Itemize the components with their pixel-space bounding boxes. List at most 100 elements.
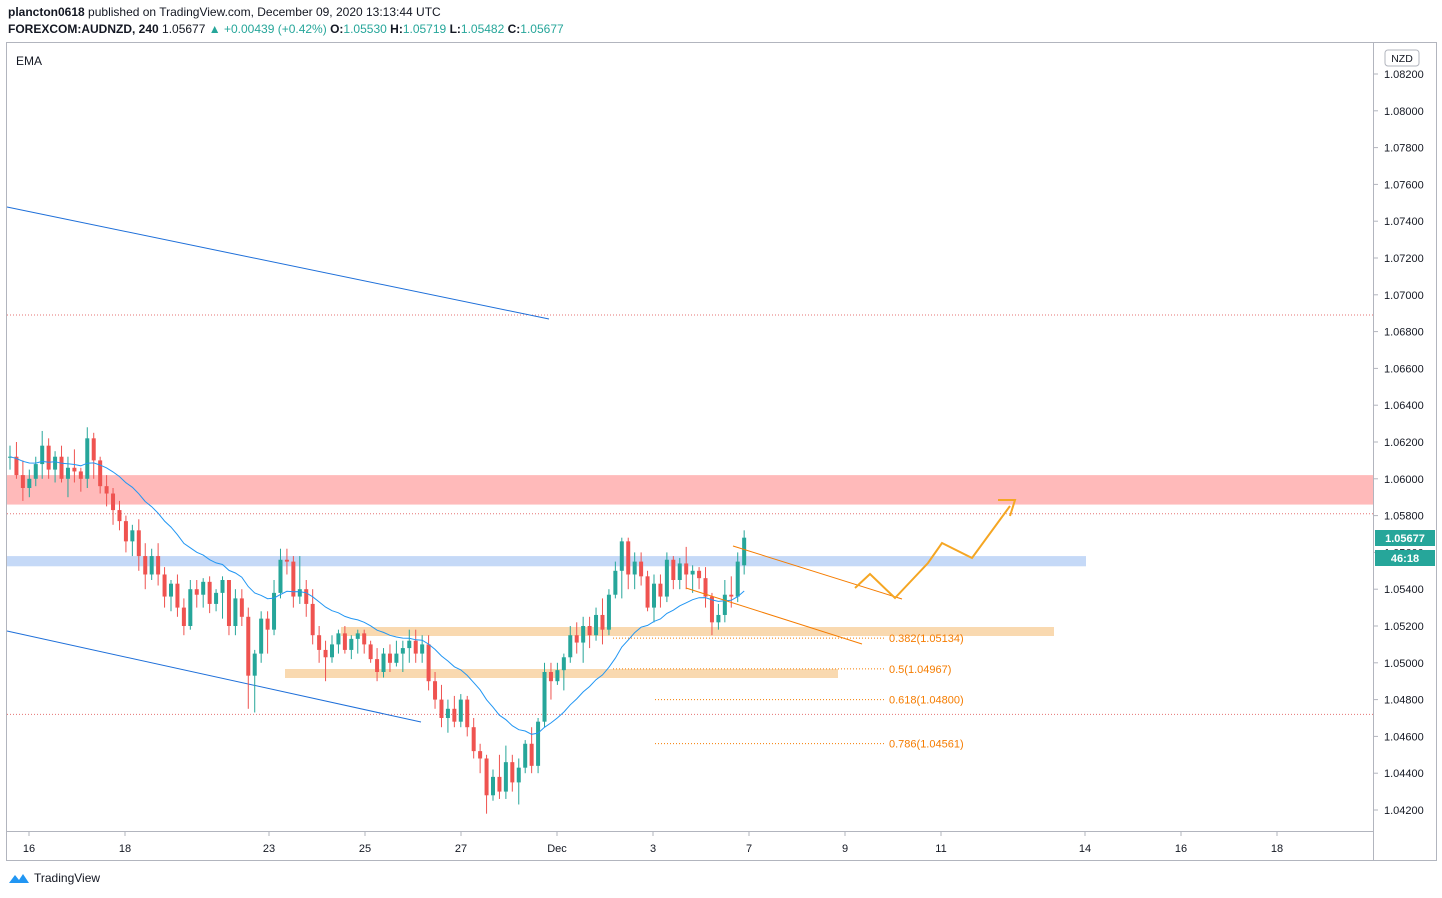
candle	[362, 633, 367, 645]
currency-badge: NZD	[1391, 53, 1413, 65]
candle	[188, 589, 193, 626]
candle	[143, 556, 148, 575]
price-axis-label: 1.07600	[1384, 179, 1424, 191]
candle	[98, 460, 103, 487]
candle	[304, 589, 309, 604]
candle	[78, 471, 83, 479]
high-value: 1.05719	[402, 22, 447, 36]
candle	[445, 708, 450, 718]
projection-path	[854, 505, 1011, 600]
candle	[207, 581, 212, 604]
candle	[169, 583, 173, 597]
candle	[201, 581, 206, 595]
indicator-label[interactable]: EMA	[16, 54, 42, 68]
time-axis-label: 23	[263, 843, 275, 855]
candle	[214, 592, 219, 604]
price-axis-label: 1.05000	[1384, 658, 1424, 670]
candle	[65, 467, 70, 479]
candle	[375, 659, 380, 672]
candle	[407, 640, 412, 649]
price-tag-box	[1375, 530, 1435, 546]
candle	[181, 607, 186, 626]
low-value: 1.05482	[460, 22, 505, 36]
candle	[594, 614, 599, 636]
candle	[478, 751, 483, 759]
price-axis-label: 1.07000	[1384, 290, 1424, 302]
publish-line: plancton0618 published on TradingView.co…	[8, 5, 441, 19]
candle	[355, 633, 360, 639]
price-axis-label: 1.06800	[1384, 327, 1424, 339]
fib-level-label: 0.382(1.05134)	[889, 633, 964, 645]
price-axis-label: 1.04600	[1384, 731, 1424, 743]
close-label: C:	[507, 22, 521, 36]
candle	[536, 721, 541, 766]
countdown-tag: 46:18	[1391, 553, 1419, 565]
fib-level-label: 0.618(1.04800)	[889, 695, 964, 707]
candle	[265, 618, 270, 630]
footer-logo[interactable]: TradingView	[8, 871, 100, 885]
time-axis-label: Dec	[547, 843, 567, 855]
candle	[574, 635, 579, 643]
price-axis-label: 1.04400	[1384, 768, 1424, 780]
price-axis-label: 1.05400	[1384, 584, 1424, 596]
candle	[284, 559, 289, 562]
candle	[697, 570, 702, 579]
fib-level-label: 0.786(1.04561)	[889, 739, 964, 751]
lower-trendline	[6, 630, 422, 723]
price-axis-label: 1.06400	[1384, 400, 1424, 412]
ema-line	[9, 456, 745, 735]
candle	[239, 598, 244, 617]
candle	[671, 559, 676, 580]
candles-layer	[8, 427, 747, 814]
candle	[226, 580, 231, 626]
time-axis-label: 16	[23, 843, 35, 855]
candle	[85, 438, 90, 479]
candle	[426, 644, 431, 682]
time-axis-label: 27	[455, 843, 467, 855]
fib-zone-lower	[285, 669, 838, 678]
symbol-title[interactable]: FOREXCOM:AUDNZD, 240	[8, 22, 159, 36]
upper-trendline	[6, 206, 550, 320]
candle	[130, 530, 135, 542]
candle	[233, 598, 238, 626]
candle	[336, 633, 341, 645]
price-axis-label: 1.04200	[1384, 805, 1424, 817]
candle	[330, 644, 334, 658]
candle	[677, 563, 682, 580]
candle	[297, 589, 302, 597]
candle	[413, 640, 418, 654]
price-axis[interactable]: 1.08200 1.08000 1.07800 1.07600 1.07400 1.072…	[1373, 69, 1424, 817]
candle	[561, 657, 566, 671]
candle	[104, 486, 109, 494]
candle	[523, 743, 528, 768]
time-axis-label: 14	[1079, 843, 1091, 855]
candle	[600, 614, 605, 630]
candle	[259, 618, 264, 654]
candle	[632, 561, 637, 575]
channel-lower-line	[685, 587, 863, 645]
price-axis-label: 1.07400	[1384, 216, 1424, 228]
candle	[40, 445, 45, 465]
currency-badge-box[interactable]	[1384, 49, 1420, 67]
price-change: ▲ +0.00439 (+0.42%)	[208, 22, 327, 36]
candle	[626, 541, 631, 575]
candle	[484, 758, 489, 796]
chart-frame	[6, 42, 1437, 861]
time-axis[interactable]: 16 18 23 25 27 Dec 3 7 9 11 14 16 18	[23, 831, 1283, 855]
resistance-zone	[7, 475, 1373, 505]
publisher-name[interactable]: plancton0618	[8, 5, 85, 19]
candle	[342, 633, 347, 650]
candle	[162, 574, 167, 597]
candle	[722, 594, 727, 615]
candle	[658, 583, 663, 597]
candle	[491, 776, 495, 796]
price-axis-label: 1.06000	[1384, 474, 1424, 486]
candle	[639, 561, 644, 577]
candle	[439, 699, 444, 718]
price-axis-label: 1.08200	[1384, 69, 1424, 81]
ema-layer	[9, 456, 745, 735]
candle	[742, 537, 747, 566]
candle	[72, 467, 77, 472]
candle	[136, 530, 141, 557]
